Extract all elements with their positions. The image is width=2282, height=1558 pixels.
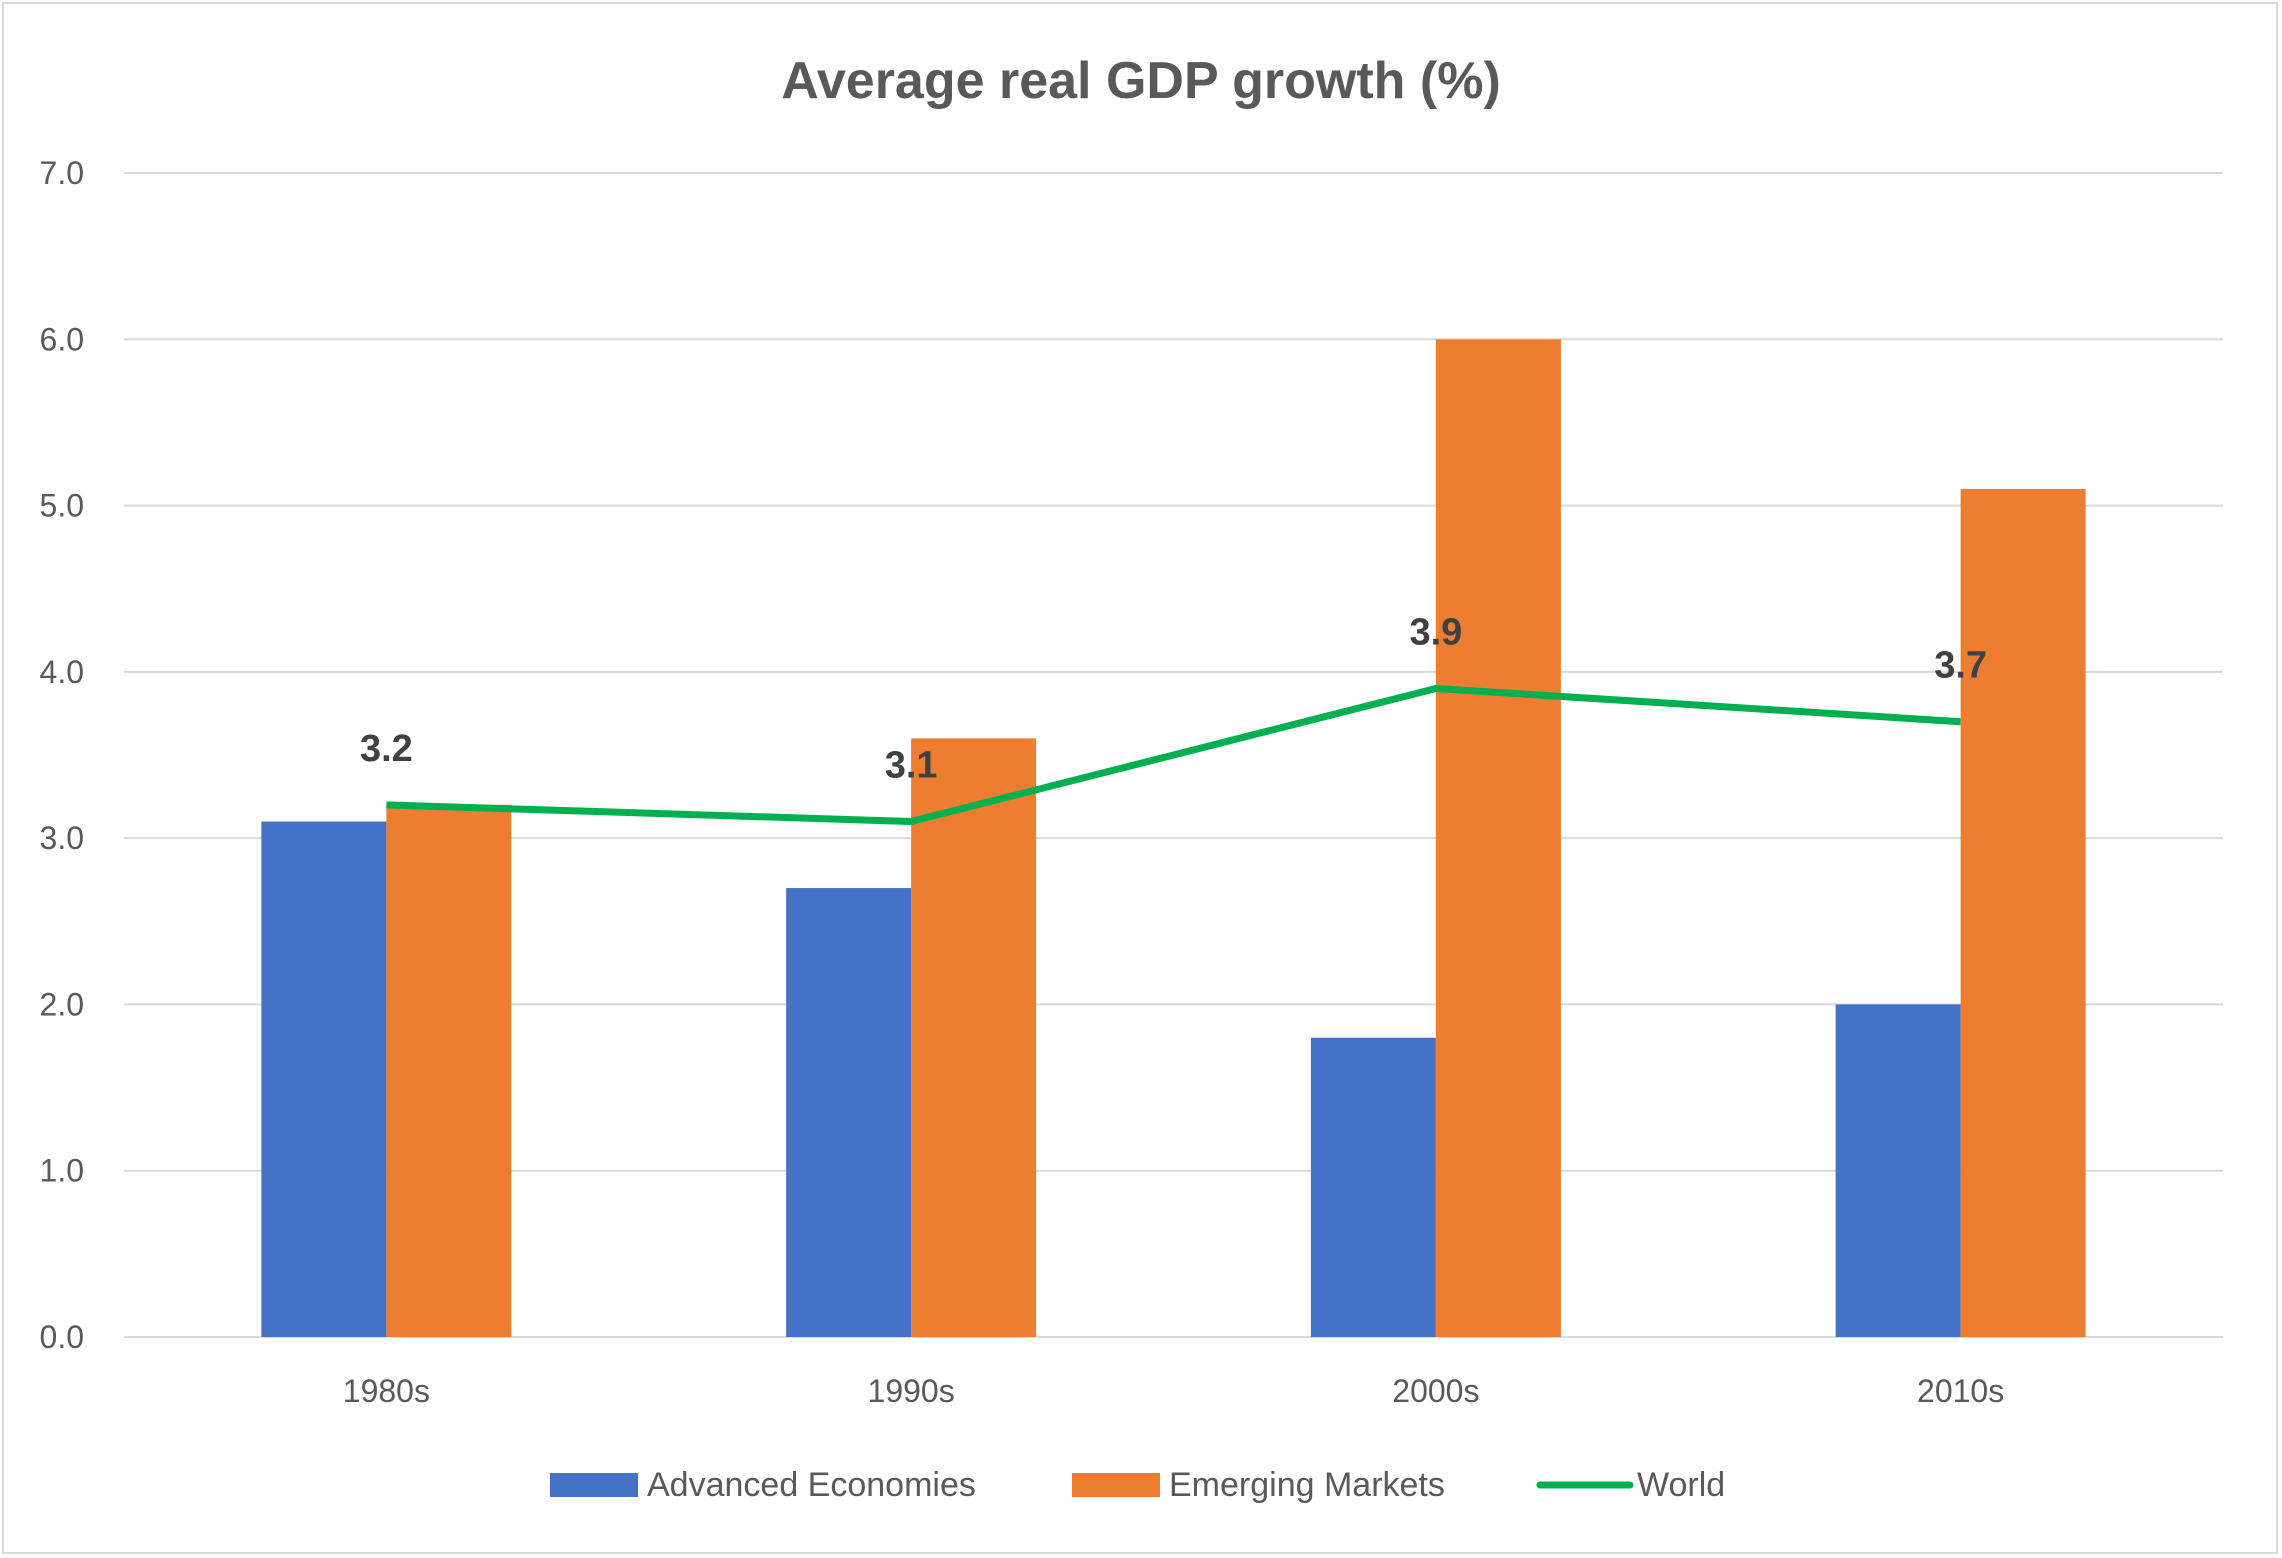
x-tick-label: 2010s bbox=[1917, 1373, 2004, 1409]
legend-label: Emerging Markets bbox=[1169, 1466, 1445, 1504]
chart-title: Average real GDP growth (%) bbox=[781, 52, 1501, 110]
bar-advanced-economies bbox=[786, 888, 912, 1337]
y-tick-label: 4.0 bbox=[40, 654, 84, 690]
x-tick-label: 1990s bbox=[868, 1373, 955, 1409]
data-label: 3.1 bbox=[885, 745, 938, 787]
y-tick-label: 0.0 bbox=[40, 1319, 84, 1355]
bar-emerging-markets bbox=[1435, 339, 1561, 1337]
legend-label: World bbox=[1637, 1466, 1725, 1504]
y-tick-label: 2.0 bbox=[40, 986, 84, 1022]
bar-advanced-economies bbox=[1310, 1037, 1436, 1337]
y-tick-label: 6.0 bbox=[40, 321, 84, 357]
data-label: 3.7 bbox=[1934, 645, 1987, 687]
bar-advanced-economies bbox=[1835, 1004, 1961, 1337]
bar-emerging-markets bbox=[911, 738, 1037, 1337]
legend-swatch bbox=[1072, 1473, 1160, 1497]
bar-emerging-markets bbox=[386, 804, 512, 1337]
bar-advanced-economies bbox=[261, 821, 387, 1337]
bar-emerging-markets bbox=[1960, 488, 2086, 1337]
legend-label: Advanced Economies bbox=[647, 1466, 976, 1504]
x-tick-label: 1980s bbox=[343, 1373, 430, 1409]
y-tick-label: 7.0 bbox=[40, 155, 84, 191]
data-label: 3.2 bbox=[360, 728, 413, 770]
y-tick-label: 5.0 bbox=[40, 488, 84, 524]
x-tick-label: 2000s bbox=[1392, 1373, 1479, 1409]
y-tick-label: 1.0 bbox=[40, 1153, 84, 1189]
data-label: 3.9 bbox=[1409, 611, 1462, 653]
line-world bbox=[386, 684, 1961, 826]
y-tick-label: 3.0 bbox=[40, 820, 84, 856]
legend-swatch bbox=[550, 1473, 638, 1497]
